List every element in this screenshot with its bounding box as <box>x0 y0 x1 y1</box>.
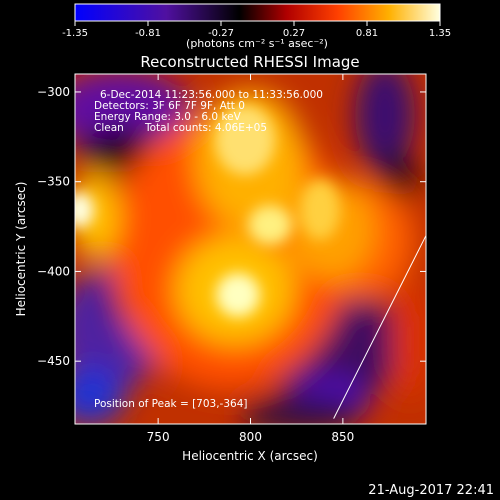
x-axis-ticks: 750 800 850 <box>147 74 354 444</box>
x-tick-label: 750 <box>147 430 170 444</box>
x-tick-label: 850 <box>331 430 354 444</box>
y-axis-ticks: −300 −350 −400 −450 <box>37 85 426 368</box>
y-tick-label: −450 <box>37 354 70 368</box>
y-tick-label: −300 <box>37 85 70 99</box>
x-tick-label: 800 <box>239 430 262 444</box>
solar-limb-line <box>333 235 426 419</box>
colorbar-tick-label: -0.81 <box>135 28 161 39</box>
y-axis-label: Heliocentric Y (arcsec) <box>14 182 28 317</box>
colorbar-tick-label: 0.81 <box>356 28 378 39</box>
annotation-clean: Clean <box>94 122 124 134</box>
annotation-detectors: Detectors: 3F 6F 7F 9F, Att 0 <box>94 100 245 112</box>
annotation-time-range: 6-Dec-2014 11:23:56.000 to 11:33:56.000 <box>100 89 323 101</box>
colorbar-tick-label: -1.35 <box>62 28 88 39</box>
colorbar-tick-label: 0.27 <box>283 28 305 39</box>
heatmap-image <box>75 74 426 424</box>
annotation-total-counts: Total counts: 4.06E+05 <box>144 122 267 134</box>
chart-title: Reconstructed RHESSI Image <box>140 53 359 71</box>
colorbar-gradient <box>74 3 441 22</box>
annotation-peak-position: Position of Peak = [703,-364] <box>94 398 248 410</box>
y-tick-label: −400 <box>37 264 70 278</box>
colorbar-unit-label: (photons cm⁻² s⁻¹ asec⁻²) <box>186 37 328 50</box>
x-axis-label: Heliocentric X (arcsec) <box>182 449 318 463</box>
colorbar-tick-label: 1.35 <box>429 28 451 39</box>
annotation-energy-range: Energy Range: 3.0 - 6.0 keV <box>94 111 242 123</box>
y-tick-label: −350 <box>37 175 70 189</box>
annotations: 6-Dec-2014 11:23:56.000 to 11:33:56.000 … <box>94 89 323 410</box>
colorbar-ticks: -1.35 -0.81 -0.27 0.27 0.81 1.35 <box>62 21 451 39</box>
colorbar: -1.35 -0.81 -0.27 0.27 0.81 1.35 (photons cm⁻… <box>62 3 451 50</box>
colorbar-tick-label: -0.27 <box>208 28 234 39</box>
footer-timestamp: 21-Aug-2017 22:41 <box>368 483 494 498</box>
